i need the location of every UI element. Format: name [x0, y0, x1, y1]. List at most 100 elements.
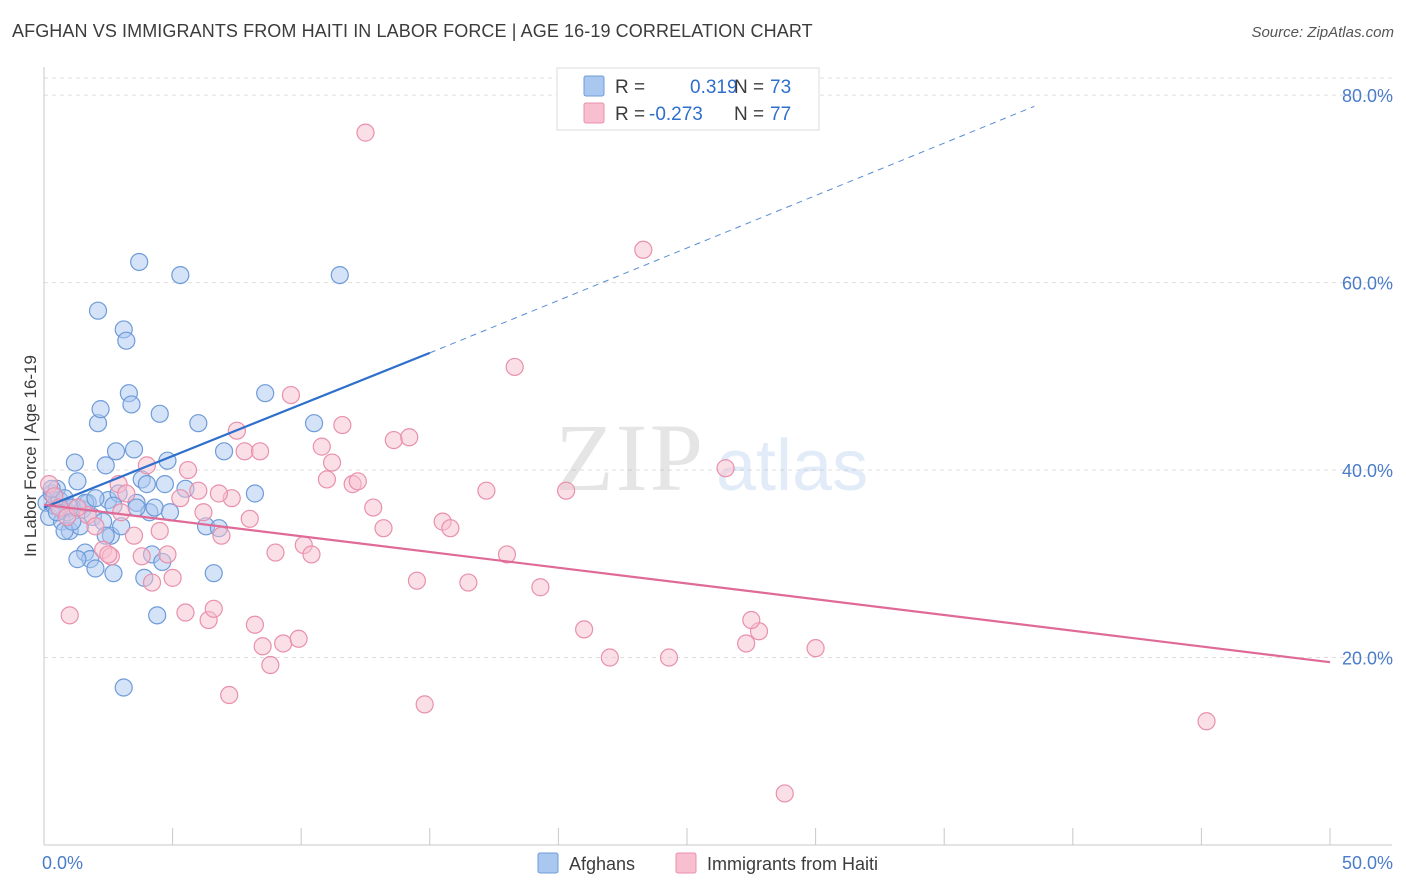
haiti-point-38	[312, 437, 331, 456]
haiti-point-71	[250, 442, 270, 461]
afghans-point-67	[68, 550, 87, 569]
haiti-point-49	[415, 695, 434, 714]
haiti-point-61	[659, 648, 679, 667]
haiti-point-73	[209, 484, 228, 503]
legend-r-label-1: R =	[615, 77, 645, 98]
legend-afghans-label: Afghans	[569, 854, 635, 874]
afghans-point-33	[122, 395, 141, 414]
haiti-point-32	[266, 543, 285, 562]
chart-title: AFGHAN VS IMMIGRANTS FROM HAITI IN LABOR…	[12, 21, 813, 41]
legend-r-label-2: R =	[615, 104, 645, 125]
haiti-point-28	[240, 509, 259, 528]
haiti-point-52	[459, 573, 478, 592]
afghans-point-43	[150, 404, 169, 423]
legend-afghans-n: 73	[770, 77, 791, 98]
haiti-point-76	[317, 470, 337, 489]
legend-n-label-2: N =	[734, 104, 764, 125]
haiti-point-19	[178, 460, 198, 480]
correlation-legend: R = 0.319 N = 73 R = -0.273 N = 77	[556, 67, 820, 131]
legend-haiti-r: -0.273	[649, 104, 703, 125]
haiti-point-72	[99, 545, 118, 564]
haiti-point-51	[441, 519, 460, 538]
haiti-point-56	[531, 578, 550, 597]
afghans-point-39	[137, 475, 156, 494]
haiti-point-15	[150, 521, 169, 541]
haiti-point-18	[171, 489, 190, 508]
afghans-point-51	[114, 678, 133, 697]
afghans-point-50	[148, 606, 167, 625]
legend-afghans-marker	[537, 852, 559, 874]
afghans-point-31	[117, 331, 136, 350]
haiti-point-57	[557, 481, 576, 500]
haiti-point-54	[497, 545, 517, 564]
haiti-point-34	[281, 385, 301, 405]
haiti-point-30	[253, 637, 272, 656]
afghans-trend-extension	[429, 105, 1035, 354]
afghans-point-52	[189, 414, 208, 433]
series-haiti-points	[40, 123, 1216, 803]
haiti-point-67	[1197, 712, 1216, 731]
afghans-point-27	[106, 442, 126, 461]
y-tick-label-0: 20.0%	[1342, 649, 1393, 669]
haiti-point-58	[575, 620, 594, 639]
afghans-point-65	[86, 489, 105, 508]
haiti-point-25	[220, 685, 239, 705]
legend-afghans-r: 0.319	[690, 77, 738, 98]
haiti-point-65	[775, 784, 794, 803]
afghans-point-71	[127, 498, 146, 517]
haiti-point-69	[176, 603, 195, 622]
haiti-point-40	[333, 415, 352, 435]
watermark: ZIP atlas	[555, 404, 868, 511]
afghans-trend-line	[43, 351, 431, 509]
haiti-point-10	[117, 484, 136, 503]
haiti-point-11	[124, 526, 144, 545]
afghans-point-45	[155, 475, 174, 494]
haiti-point-29	[245, 615, 265, 634]
series-legend: Afghans Immigrants from Haiti	[537, 852, 878, 874]
afghans-point-61	[88, 301, 108, 320]
legend-haiti-n: 77	[770, 104, 791, 125]
haiti-point-59	[600, 648, 619, 667]
grid-lines	[44, 77, 1392, 659]
afghans-point-57	[245, 484, 265, 503]
afghans-point-19	[86, 559, 105, 578]
haiti-point-21	[194, 503, 213, 522]
x-tick-label-1: 50.0%	[1342, 853, 1393, 873]
afghans-point-59	[304, 414, 324, 433]
haiti-point-39	[322, 453, 342, 472]
haiti-point-47	[400, 428, 419, 447]
trend-lines	[43, 105, 1331, 664]
tick-labels: 20.0% 40.0% 60.0% 80.0% 0.0% 50.0%	[42, 86, 1393, 873]
afghans-point-58	[256, 384, 275, 403]
legend-afghans-swatch	[583, 75, 605, 97]
source-label: Source: ZipAtlas.com	[1251, 24, 1394, 41]
haiti-point-48	[407, 571, 427, 590]
haiti-point-27	[235, 442, 254, 461]
watermark-zip: ZIP	[555, 404, 705, 511]
haiti-point-31	[261, 655, 280, 675]
afghans-point-26	[104, 564, 123, 583]
afghans-point-12	[68, 472, 87, 491]
legend-haiti-marker	[675, 852, 697, 874]
haiti-point-68	[742, 610, 761, 630]
haiti-point-33	[274, 634, 293, 653]
afghans-point-54	[204, 564, 223, 583]
x-tick-label-0: 0.0%	[42, 853, 83, 873]
watermark-atlas: atlas	[716, 426, 868, 506]
haiti-point-42	[348, 472, 367, 491]
y-tick-label-1: 40.0%	[1342, 461, 1393, 481]
haiti-point-66	[806, 639, 825, 658]
haiti-point-55	[505, 357, 524, 377]
afghans-point-34	[124, 440, 144, 459]
y-tick-label-2: 60.0%	[1342, 274, 1393, 294]
haiti-point-24	[212, 526, 231, 545]
legend-haiti-swatch	[583, 102, 605, 124]
haiti-point-62	[716, 459, 735, 478]
haiti-point-4	[60, 606, 79, 625]
haiti-point-75	[112, 503, 131, 522]
haiti-point-14	[142, 573, 162, 592]
haiti-point-60	[634, 240, 653, 259]
haiti-trend-line	[43, 503, 1331, 664]
haiti-point-12	[132, 547, 151, 566]
